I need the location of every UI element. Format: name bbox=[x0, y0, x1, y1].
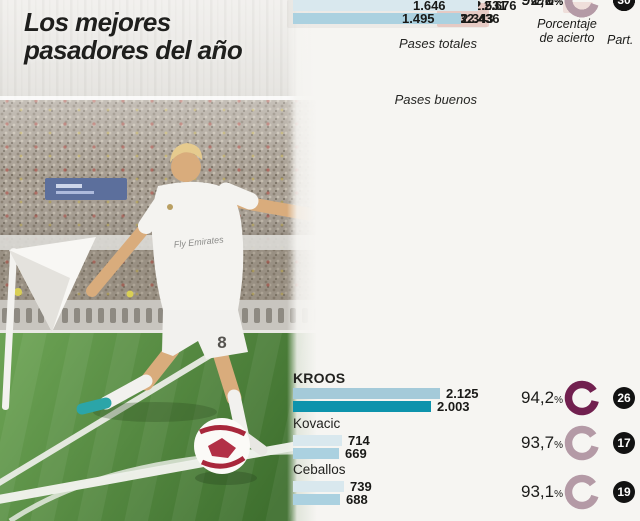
bar-good bbox=[293, 13, 396, 24]
accuracy-value: 91,9% bbox=[521, 0, 563, 9]
accuracy-donut bbox=[564, 425, 600, 461]
accuracy-value: 93,7% bbox=[521, 433, 563, 452]
player-head bbox=[171, 152, 201, 182]
total-value: 1.646 bbox=[413, 0, 446, 13]
title-line-1: Los mejores bbox=[24, 7, 171, 37]
player-kroos: Fly Emirates 8 bbox=[76, 143, 315, 456]
bar-good bbox=[293, 448, 339, 459]
series-label-total: Pases totales bbox=[398, 36, 477, 51]
player-boot-left bbox=[76, 397, 112, 415]
appearances-badge: 19 bbox=[613, 481, 635, 503]
club-crest bbox=[167, 204, 173, 210]
accuracy-value: 91,2% bbox=[521, 0, 563, 9]
infographic-title: Los mejores pasadores del año bbox=[24, 7, 243, 66]
accuracy-donut bbox=[564, 380, 600, 416]
shorts-number: 8 bbox=[217, 333, 226, 352]
total-value: 714 bbox=[348, 433, 370, 448]
corner-flag bbox=[1, 237, 96, 410]
good-value: 2.003 bbox=[437, 399, 470, 414]
stats-panel: Pases totales Pases buenos Porcentaje de… bbox=[287, 0, 640, 521]
accuracy-donut bbox=[564, 0, 600, 18]
player-name: Kovacic bbox=[293, 416, 341, 431]
good-value: 1.495 bbox=[402, 11, 435, 26]
pass-bars: 714 669 bbox=[293, 433, 370, 461]
appearances-badge: 26 bbox=[613, 387, 635, 409]
player-name: Ceballos bbox=[293, 462, 346, 477]
appearances-header: Part. bbox=[607, 33, 634, 47]
bar-total bbox=[293, 388, 440, 399]
series-label-good: Pases buenos bbox=[394, 92, 477, 107]
accuracy-value: 92,6% bbox=[521, 0, 563, 9]
accuracy-value: 92,5% bbox=[521, 0, 563, 9]
scoreboard bbox=[45, 178, 127, 200]
accuracy-header: Porcentaje de acierto bbox=[537, 17, 597, 45]
appearances-badge: 30 bbox=[613, 0, 635, 11]
accuracy-value: 93,1% bbox=[521, 482, 563, 501]
pass-bars: 1.646 1.495 bbox=[293, 0, 446, 26]
player-shorts bbox=[162, 310, 248, 359]
appearances-badge: 17 bbox=[613, 432, 635, 454]
good-value: 2.343 bbox=[461, 11, 494, 26]
total-value: 2.531 bbox=[474, 0, 507, 13]
accuracy-value: 91% bbox=[535, 0, 563, 9]
football bbox=[194, 418, 257, 485]
player-jersey bbox=[151, 181, 244, 310]
goal-line bbox=[0, 333, 244, 486]
bar-total bbox=[293, 0, 407, 11]
accuracy-donut bbox=[564, 474, 600, 510]
player-name: KROOS bbox=[293, 370, 346, 386]
good-value: 688 bbox=[346, 492, 368, 507]
good-value: 2.436 bbox=[467, 11, 500, 26]
bar-good bbox=[293, 494, 340, 505]
bar-total bbox=[293, 481, 344, 492]
bar-total bbox=[293, 435, 342, 446]
accuracy-value: 90,8% bbox=[521, 0, 563, 9]
accuracy-value: 94,2% bbox=[521, 388, 563, 407]
pass-bars: 739 688 bbox=[293, 479, 372, 507]
good-value: 669 bbox=[345, 446, 367, 461]
bar-good bbox=[293, 401, 431, 412]
pass-bars: 2.125 2.003 bbox=[293, 386, 479, 414]
stadium-screen-glow bbox=[563, 2, 593, 13]
player-hair bbox=[170, 143, 203, 163]
total-value: 2.125 bbox=[446, 386, 479, 401]
player-sock-left bbox=[99, 374, 153, 410]
accuracy-value: 92,8% bbox=[521, 0, 563, 9]
corner-arc bbox=[8, 449, 331, 521]
total-value: 2.676 bbox=[484, 0, 517, 13]
total-value: 739 bbox=[350, 479, 372, 494]
title-line-2: pasadores del año bbox=[24, 35, 243, 66]
